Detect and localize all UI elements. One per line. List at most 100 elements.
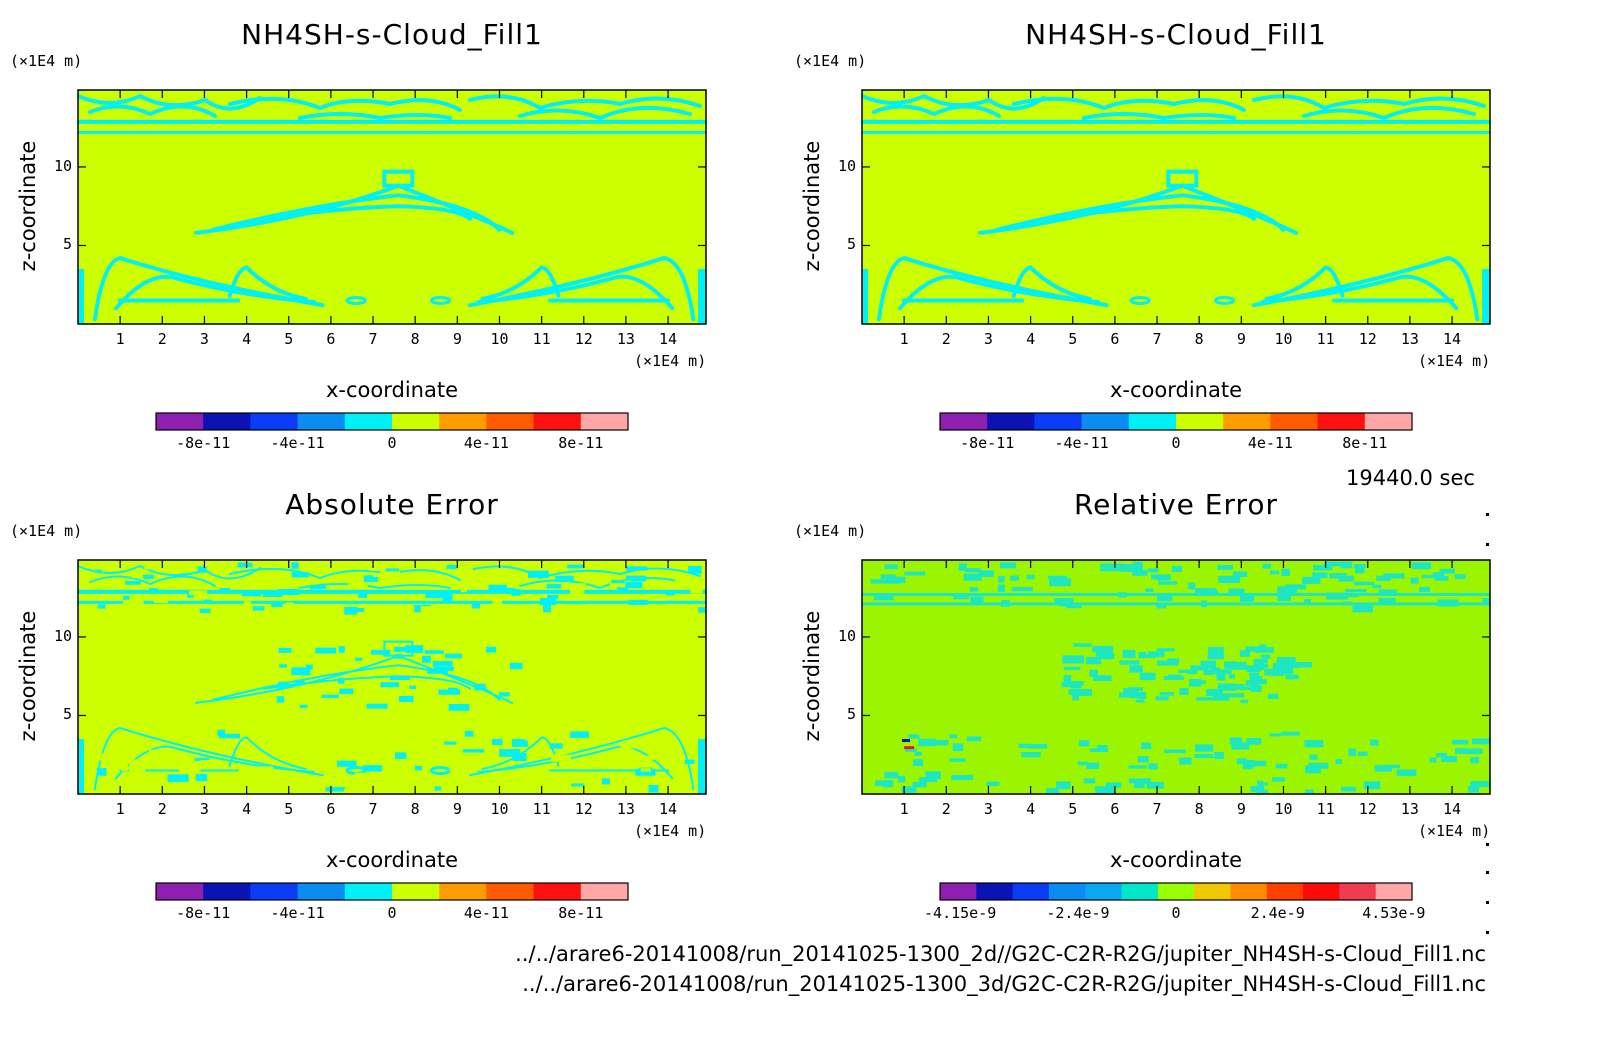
field-speckle — [625, 575, 646, 581]
colorbar-tick-label: 0 — [387, 434, 397, 452]
cloud-top-band — [78, 600, 706, 604]
field-speckle — [658, 785, 668, 793]
field-speckle — [918, 738, 936, 747]
field-speckle — [394, 653, 402, 659]
colorbar-tick-label: 8e-11 — [558, 904, 604, 922]
cloud-top-band — [78, 130, 706, 134]
x-tick-label: 5 — [284, 330, 294, 348]
field-speckle — [1011, 586, 1033, 592]
field-speckle — [444, 741, 457, 745]
field-speckle — [1047, 575, 1068, 579]
field-speckle — [1095, 788, 1116, 794]
cloud-top-structure — [1302, 105, 1476, 120]
panel-top-right: 1 2 3 4 5 6 7 8 9 10 11 12 13 14 5 10 NH4SH-s-Cloud_Fill… — [784, 0, 1554, 470]
field-speckle — [684, 759, 695, 764]
field-speckle — [1121, 564, 1144, 572]
field-speckle — [1158, 581, 1178, 585]
field-speckle — [199, 608, 211, 614]
heatmap-field — [862, 560, 1490, 794]
field-speckle — [969, 586, 979, 592]
field-speckle — [427, 669, 448, 674]
field-speckle — [1217, 564, 1233, 570]
colorbar-swatch — [1303, 883, 1340, 900]
field-speckle — [1128, 765, 1148, 769]
colorbar-swatch — [1128, 413, 1177, 430]
field-speckle — [914, 751, 922, 756]
colorbar-swatch — [1194, 883, 1231, 900]
field-speckle — [1190, 665, 1209, 671]
field-speckle — [197, 566, 207, 573]
colorbar-tick-label: -8e-11 — [176, 904, 231, 922]
field-speckle — [414, 763, 423, 771]
field-speckle — [1216, 673, 1226, 681]
field-speckle — [1240, 595, 1255, 602]
field-speckle — [305, 664, 313, 670]
cloud-small-feature — [429, 295, 451, 305]
colorbar-tick-label: 2.4e-9 — [1250, 904, 1305, 922]
field-speckle — [385, 568, 400, 574]
colorbar-tick-label: 0 — [1171, 434, 1181, 452]
field-speckle — [1259, 644, 1267, 651]
field-speckle — [1301, 576, 1321, 584]
colorbar-swatch — [297, 413, 346, 430]
field-speckle — [299, 704, 308, 709]
chart-title: NH4SH-s-Cloud_Fill1 — [241, 18, 543, 51]
field-speckle — [569, 586, 585, 594]
colorbar-tick-label: -8e-11 — [960, 434, 1015, 452]
field-speckle — [611, 568, 620, 572]
field-speckle — [1463, 748, 1483, 754]
field-speckle — [1338, 575, 1354, 582]
colorbar-swatch — [439, 413, 487, 430]
field-speckle — [358, 591, 368, 598]
field-speckle — [491, 738, 503, 745]
field-speckle — [1119, 660, 1140, 665]
field-speckle — [543, 604, 551, 613]
colorbar-swatch — [1012, 883, 1050, 900]
field-speckle — [1168, 674, 1181, 680]
x-tick-label: 5 — [284, 800, 294, 818]
field-speckle — [1454, 748, 1466, 754]
field-speckle — [434, 786, 442, 791]
field-speckle — [625, 566, 648, 571]
y-tick-label: 5 — [846, 235, 856, 254]
field-speckle — [238, 788, 257, 793]
field-speckle — [628, 599, 648, 605]
cloud-pyramid-cap — [382, 169, 415, 188]
field-speckle — [883, 579, 902, 584]
field-speckle — [462, 749, 485, 753]
field-speckle — [243, 601, 251, 607]
x-tick-label: 14 — [659, 800, 678, 818]
field-speckle — [1304, 740, 1324, 748]
z-unit-label: (×1E4 m) — [794, 522, 867, 540]
field-speckle — [1383, 573, 1405, 579]
field-speckle — [1432, 572, 1445, 578]
field-speckle — [1123, 688, 1137, 693]
field-speckle — [587, 755, 596, 764]
field-speckle — [1096, 744, 1108, 750]
field-speckle — [951, 774, 974, 781]
colorbar-frame — [155, 412, 629, 431]
cloud-bottom-structure — [1260, 274, 1459, 311]
field-speckle — [1083, 778, 1096, 784]
field-speckle — [1411, 562, 1432, 570]
field-speckle — [1156, 660, 1179, 666]
colorbar-swatch — [486, 883, 535, 900]
colorbar-swatch — [1270, 413, 1319, 430]
field-speckle — [476, 737, 492, 745]
colorbar-swatch — [203, 883, 251, 900]
field-speckle — [1237, 686, 1253, 691]
field-speckle — [383, 578, 405, 585]
field-speckle — [1026, 574, 1035, 580]
field-speckle — [1156, 603, 1167, 609]
cloud-top-structure — [298, 112, 452, 120]
field-speckle — [448, 687, 459, 691]
field-speckle — [291, 562, 299, 569]
field-speckle — [369, 566, 384, 571]
field-speckle — [1195, 744, 1214, 752]
field-speckle — [304, 577, 311, 584]
field-speckle — [315, 647, 337, 654]
field-speckle — [1304, 789, 1314, 794]
field-speckle — [1249, 672, 1260, 678]
cloud-top-band — [78, 589, 706, 594]
x-unit-label: (×1E4 m) — [1418, 352, 1491, 370]
